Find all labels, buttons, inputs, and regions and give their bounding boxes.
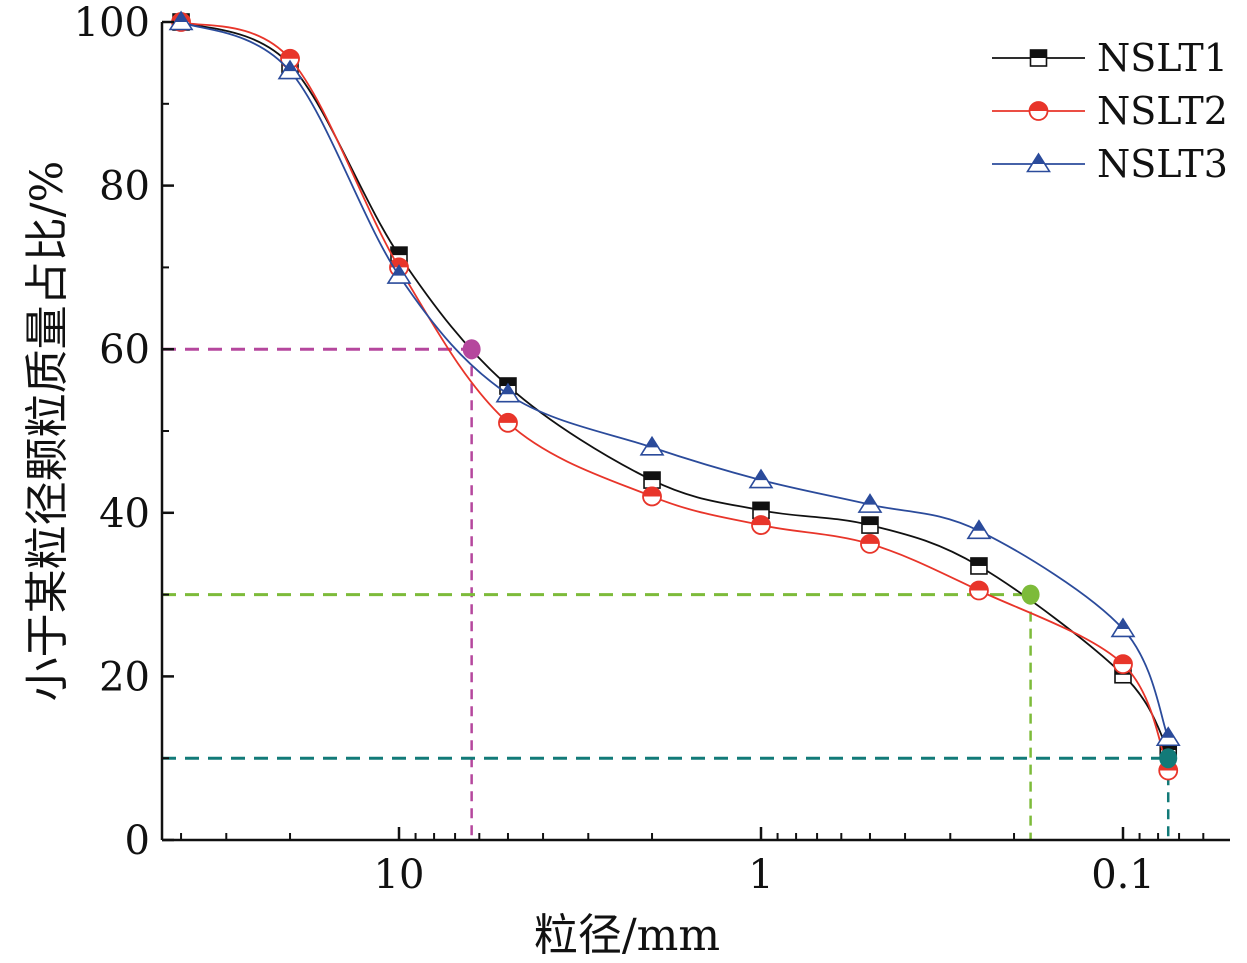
legend-item-nslt1: NSLT1 bbox=[992, 36, 1228, 80]
x-tick-label: 1 bbox=[748, 852, 773, 898]
series-layer bbox=[168, 10, 1181, 781]
marker-square-fill bbox=[970, 557, 987, 566]
data-point bbox=[748, 468, 774, 489]
series-line bbox=[180, 21, 1170, 771]
reference-point bbox=[1159, 748, 1178, 769]
data-point bbox=[498, 412, 518, 433]
reference-lines bbox=[162, 347, 1170, 840]
marker-circle-fill bbox=[390, 258, 408, 268]
y-tick-label: 40 bbox=[99, 491, 150, 537]
marker-circle-fill bbox=[643, 487, 662, 497]
marker-square-fill bbox=[644, 472, 661, 481]
marker-circle-fill bbox=[1114, 655, 1132, 665]
legend-label: NSLT1 bbox=[1097, 36, 1228, 80]
legend-label: NSLT3 bbox=[1097, 142, 1228, 186]
legend: NSLT1 NSLT2 NSLT3 bbox=[992, 36, 1228, 186]
marker-triangle-fill bbox=[501, 384, 515, 395]
data-point bbox=[966, 519, 992, 540]
x-tick-label: 10 bbox=[374, 852, 425, 898]
y-tick-label: 20 bbox=[99, 654, 150, 700]
marker-square-fill bbox=[753, 502, 769, 511]
marker-square-fill bbox=[1030, 50, 1047, 58]
data-point bbox=[639, 435, 665, 456]
marker-circle-fill bbox=[860, 534, 879, 544]
data-point bbox=[1110, 617, 1136, 638]
marker-circle-fill bbox=[1029, 102, 1048, 111]
y-tick-label: 0 bbox=[125, 818, 150, 864]
marker-triangle-fill bbox=[754, 470, 768, 481]
series-nslt3 bbox=[168, 10, 1181, 747]
marker-circle-fill bbox=[969, 581, 988, 591]
data-point bbox=[969, 580, 989, 601]
marker-triangle-fill bbox=[283, 61, 297, 72]
marker-square-fill bbox=[391, 247, 407, 256]
data-point bbox=[1029, 49, 1048, 67]
marker-square-fill bbox=[861, 517, 878, 526]
marker-triangle-fill bbox=[1116, 618, 1130, 629]
series-nslt2 bbox=[171, 12, 1179, 781]
series-line bbox=[180, 21, 1169, 751]
data-point bbox=[1028, 101, 1049, 121]
marker-triangle-fill bbox=[1032, 154, 1045, 164]
legend-item-nslt3: NSLT3 bbox=[992, 142, 1228, 186]
data-point bbox=[861, 516, 879, 534]
data-point bbox=[280, 48, 300, 69]
y-tick-label: 80 bbox=[99, 164, 150, 210]
data-point bbox=[857, 493, 883, 513]
x-axis-title: 粒径/mm bbox=[534, 910, 720, 961]
legend-label: NSLT2 bbox=[1097, 89, 1228, 133]
marker-triangle-fill bbox=[863, 494, 877, 505]
marker-circle-fill bbox=[498, 413, 517, 423]
data-point bbox=[970, 557, 988, 575]
data-point bbox=[751, 515, 771, 535]
y-axis-title: 小于某粒径颗粒质量占比/% bbox=[22, 161, 73, 702]
marker-square-fill bbox=[499, 378, 516, 387]
data-point bbox=[860, 533, 880, 554]
data-point bbox=[642, 486, 662, 507]
data-point bbox=[495, 382, 521, 403]
y-tick-label: 100 bbox=[74, 0, 150, 46]
marker-triangle-fill bbox=[645, 437, 659, 448]
data-point bbox=[277, 59, 303, 80]
marker-circle-fill bbox=[281, 49, 300, 59]
data-point bbox=[168, 10, 194, 31]
marker-triangle-fill bbox=[174, 12, 188, 22]
reference-points bbox=[462, 339, 1178, 769]
marker-triangle-fill bbox=[392, 265, 406, 276]
marker-triangle-fill bbox=[1161, 727, 1175, 738]
marker-triangle-fill bbox=[972, 520, 986, 531]
data-point bbox=[1113, 654, 1133, 675]
marker-circle-fill bbox=[752, 516, 770, 526]
axes: 0 20 40 60 80 100 10 1 0.1 bbox=[74, 0, 1230, 898]
data-point bbox=[386, 264, 412, 284]
data-point bbox=[1155, 726, 1181, 747]
reference-point bbox=[1021, 584, 1040, 605]
x-tick-label: 0.1 bbox=[1091, 852, 1155, 898]
y-tick-label: 60 bbox=[99, 327, 150, 373]
legend-item-nslt2: NSLT2 bbox=[992, 89, 1228, 133]
series-line bbox=[180, 21, 1170, 739]
reference-point bbox=[462, 339, 481, 360]
data-point bbox=[643, 471, 661, 489]
data-point bbox=[1026, 152, 1051, 173]
